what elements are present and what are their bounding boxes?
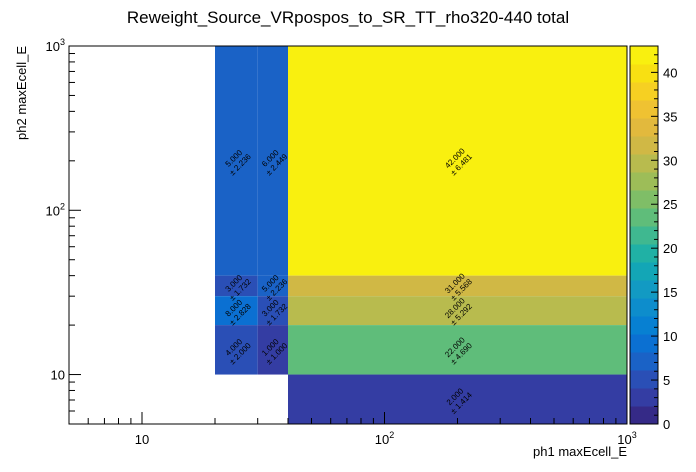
- palette-frame: [629, 45, 659, 425]
- palette-swatch: [630, 244, 658, 263]
- x-tick-label: 102: [375, 430, 394, 447]
- heatmap-cell: [257, 46, 288, 276]
- y-tick-label: 10: [51, 368, 65, 383]
- palette-swatch: [630, 46, 658, 65]
- x-axis-title: ph1 maxEcell_E: [533, 444, 627, 459]
- palette-swatch: [630, 136, 658, 155]
- palette-tick-label: 25: [663, 197, 677, 212]
- palette-swatch: [630, 172, 658, 191]
- palette-swatch: [630, 280, 658, 299]
- heatmap-cell: [287, 325, 627, 375]
- heatmap-cell: [214, 46, 258, 276]
- palette-swatch: [630, 82, 658, 101]
- palette-tick-label: 5: [663, 373, 670, 388]
- palette-swatch: [630, 298, 658, 317]
- heatmap-cell: [257, 325, 288, 375]
- palette-swatch: [630, 352, 658, 371]
- heatmap-cell: [214, 296, 258, 326]
- x-tick-label: 10: [135, 432, 149, 447]
- y-tick-label: 102: [46, 201, 65, 218]
- axes: 10 102 103 10 102 103: [46, 37, 637, 447]
- color-palette: 0 5 10 15 20 25 30 35 40: [629, 45, 677, 432]
- palette-swatch: [630, 64, 658, 83]
- palette-tick-label: 10: [663, 329, 677, 344]
- palette-tick-label: 0: [663, 417, 670, 432]
- y-tick-label: 103: [46, 37, 65, 54]
- palette-swatch: [630, 388, 658, 407]
- palette-swatch: [630, 406, 658, 425]
- plot-area: [214, 46, 627, 424]
- palette-tick-label: 40: [663, 65, 677, 80]
- palette-tick-label: 30: [663, 153, 677, 168]
- palette-swatch: [630, 190, 658, 209]
- heatmap-cell: [257, 275, 288, 297]
- palette-tick-label: 15: [663, 285, 677, 300]
- heatmap-cell: [287, 275, 627, 297]
- heatmap-cell: [214, 275, 258, 297]
- palette-swatch: [630, 118, 658, 137]
- palette-swatch: [630, 334, 658, 353]
- palette-swatch: [630, 226, 658, 245]
- palette-swatch: [630, 316, 658, 335]
- palette-tick-label: 35: [663, 109, 677, 124]
- palette-swatch: [630, 100, 658, 119]
- heatmap-cell: [287, 296, 627, 326]
- cell-value-label: 4.000± 2.000: [224, 337, 254, 367]
- palette-swatch: [630, 370, 658, 389]
- palette-swatch: [630, 262, 658, 281]
- heatmap-cell: [257, 296, 288, 326]
- palette-swatch: [630, 154, 658, 173]
- chart-title: Reweight_Source_VRpospos_to_SR_TT_rho320…: [127, 8, 569, 27]
- plot-frame: [68, 45, 628, 425]
- heatmap-cell: [287, 46, 627, 276]
- heatmap-cell: [287, 374, 627, 424]
- x-tick-label: 103: [617, 430, 636, 447]
- y-axis-title: ph2 maxEcell_E: [14, 46, 29, 140]
- palette-swatch: [630, 208, 658, 227]
- heatmap-cell: [214, 325, 258, 375]
- palette-tick-label: 20: [663, 241, 677, 256]
